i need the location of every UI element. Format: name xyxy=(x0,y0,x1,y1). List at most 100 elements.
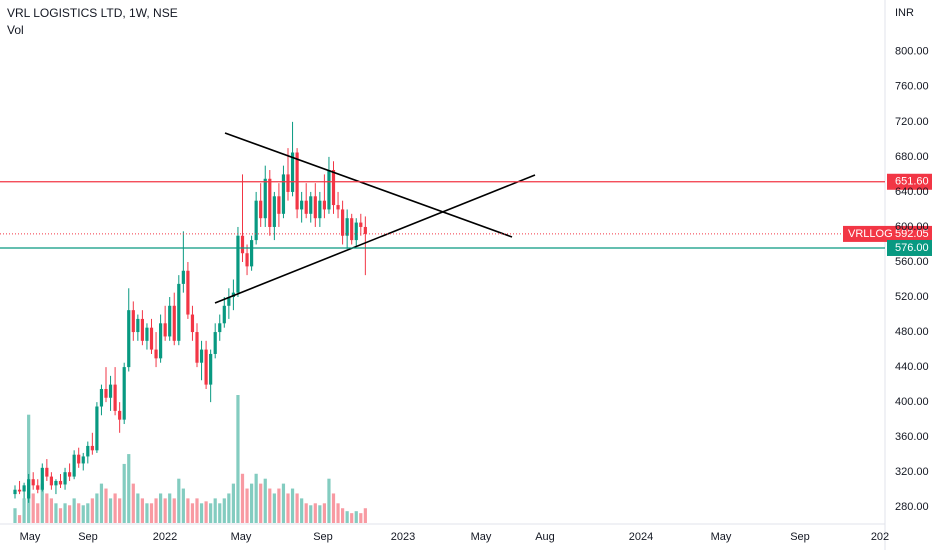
candle-body xyxy=(263,178,267,219)
volume-bar xyxy=(300,498,304,523)
last-price-box xyxy=(843,225,932,242)
candle-body xyxy=(154,349,158,359)
y-tick-label: 760.00 xyxy=(895,81,929,93)
volume-bar xyxy=(72,498,76,523)
level-label: 576.00 xyxy=(895,242,929,254)
candle-body xyxy=(31,479,35,486)
candle-body xyxy=(272,196,276,227)
volume-bar xyxy=(331,493,336,523)
candle-body xyxy=(359,222,363,227)
volume-bar xyxy=(181,488,185,523)
candle-body xyxy=(190,314,195,333)
volume-bar xyxy=(58,508,63,523)
y-tick-label: 640.00 xyxy=(895,186,929,198)
y-tick-label: 600.00 xyxy=(895,221,929,233)
volume-bar xyxy=(154,498,158,523)
volume-bar xyxy=(81,505,85,523)
candle-body xyxy=(58,480,63,485)
volume-bar xyxy=(90,498,94,523)
volume-bar xyxy=(341,508,345,523)
volume-bar xyxy=(236,395,240,523)
volume-bar xyxy=(77,503,81,523)
volume-bar xyxy=(108,498,113,523)
volume-bar xyxy=(240,473,245,523)
volume-bar xyxy=(222,498,226,523)
candle-body xyxy=(313,196,317,219)
volume-bar xyxy=(40,483,44,523)
candle-body xyxy=(68,472,72,477)
y-tick-label: 360.00 xyxy=(895,431,929,443)
candle-body xyxy=(341,209,345,236)
candle-body xyxy=(327,170,331,210)
candle-body xyxy=(300,200,304,210)
candle-body xyxy=(177,283,181,341)
candle-body xyxy=(131,310,135,333)
candle-body xyxy=(186,270,190,315)
volume-bar xyxy=(363,508,367,523)
x-tick-label: Sep xyxy=(790,531,810,543)
candle-body xyxy=(259,200,263,219)
candle-body xyxy=(309,196,313,214)
y-tick-label: 280.00 xyxy=(895,501,929,513)
volume-bar xyxy=(168,493,172,523)
y-tick-label: 320.00 xyxy=(895,466,929,478)
volume-bar xyxy=(195,498,199,523)
candle-body xyxy=(86,445,90,457)
candle-body xyxy=(81,456,85,464)
volume-bar xyxy=(259,483,263,523)
volume-bar xyxy=(54,503,58,523)
level-label: 651.60 xyxy=(895,176,929,188)
volume-bar xyxy=(281,483,286,523)
candle-body xyxy=(27,479,31,499)
chart-title: VRL LOGISTICS LTD, 1W, NSE xyxy=(7,6,178,20)
y-tick-label: 800.00 xyxy=(895,46,929,58)
volume-bar xyxy=(345,511,349,523)
volume-bar xyxy=(245,488,249,523)
volume-bar xyxy=(327,478,331,523)
candle-body xyxy=(218,323,222,333)
level-box xyxy=(887,173,932,190)
y-tick-label: 720.00 xyxy=(895,116,929,128)
volume-bar xyxy=(272,493,276,523)
candle-body xyxy=(290,152,295,192)
candle-body xyxy=(286,174,290,192)
candle-body xyxy=(295,152,299,210)
volume-bar xyxy=(140,498,144,523)
volume-bar xyxy=(336,503,340,523)
candle-body xyxy=(77,454,81,464)
candle-body xyxy=(13,489,17,495)
volume-bar xyxy=(231,483,235,523)
candle-body xyxy=(209,353,213,385)
candle-body xyxy=(277,196,281,214)
volume-bar xyxy=(304,503,308,523)
candle-body xyxy=(127,310,131,368)
level-box xyxy=(887,239,932,256)
volume-bar xyxy=(17,515,22,523)
x-tick-label: 202 xyxy=(871,531,889,543)
x-tick-label: 2023 xyxy=(391,531,415,543)
volume-bar xyxy=(36,503,40,523)
candle-body xyxy=(95,406,99,451)
candle-body xyxy=(172,305,176,341)
candle-body xyxy=(268,178,272,227)
plot xyxy=(13,121,367,523)
candle-body xyxy=(49,476,53,486)
volume-bar xyxy=(68,505,72,523)
candle-body xyxy=(199,349,204,363)
candle-body xyxy=(227,297,231,306)
candle-body xyxy=(136,318,140,333)
volume-bar xyxy=(127,454,131,523)
candle-body xyxy=(113,384,117,411)
overlay: VRLLOG 592.05 651.60 576.00 xyxy=(0,173,932,256)
volume-bar xyxy=(172,498,176,523)
volume-bar xyxy=(104,488,108,523)
symbol-label: VRLLOG xyxy=(848,228,893,240)
candle-body xyxy=(363,226,367,234)
volume-bar xyxy=(309,505,313,523)
candle-body xyxy=(318,200,322,219)
volume-bar xyxy=(118,498,122,523)
candle-body xyxy=(222,305,226,324)
volume-bar xyxy=(49,498,53,523)
candle-body xyxy=(40,467,44,490)
